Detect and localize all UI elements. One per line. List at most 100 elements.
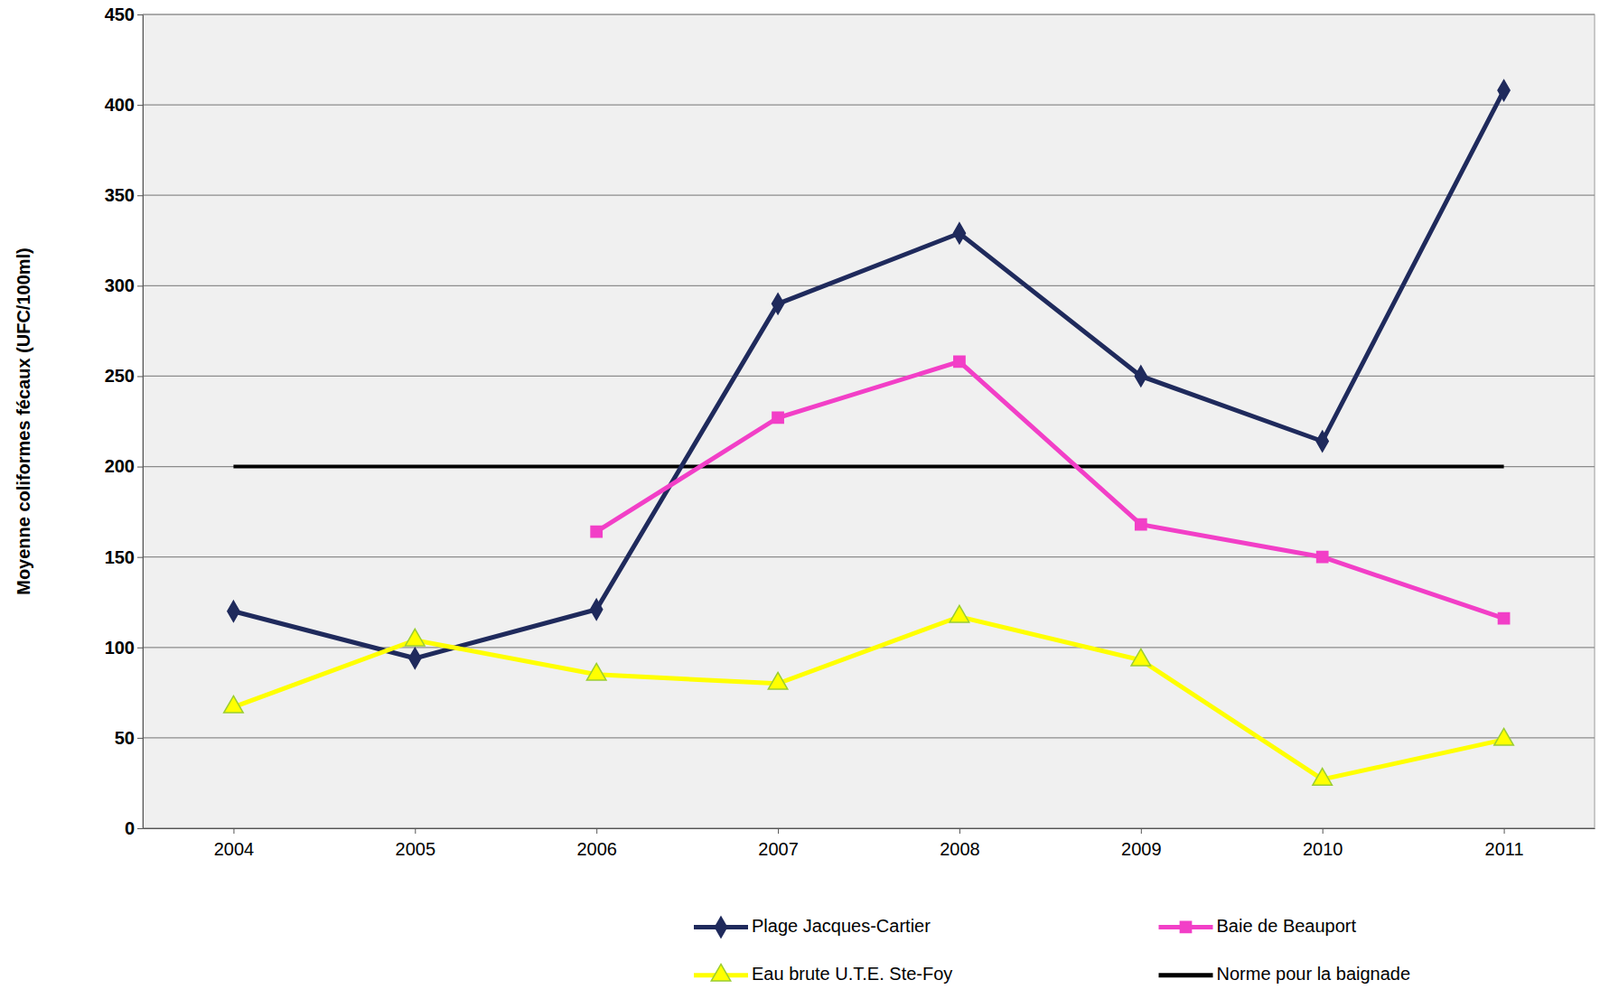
tick-mark: [137, 557, 143, 559]
tick-label: 50: [114, 728, 135, 749]
marker: [1494, 728, 1514, 746]
marker: [1497, 80, 1510, 102]
tick-mark: [959, 828, 961, 834]
tick: 50: [114, 728, 143, 749]
y-axis-title: Moyenne coliformes fécaux (UFC/100ml): [13, 247, 34, 596]
series-line: [233, 90, 1504, 659]
marker: [590, 526, 602, 538]
tick-mark: [1504, 828, 1506, 834]
tick-mark: [137, 738, 143, 740]
tick-mark: [137, 828, 143, 830]
tick: 2004: [214, 828, 255, 860]
plot-area: [142, 14, 1595, 829]
marker: [1135, 519, 1147, 531]
tick-mark: [777, 828, 779, 834]
legend-marker: [711, 963, 730, 982]
axis-line: [143, 828, 1596, 830]
marker: [1316, 430, 1329, 452]
tick-mark: [137, 104, 143, 106]
legend-marker: [1179, 921, 1191, 933]
legend-box: [670, 898, 1593, 1003]
legend-label: Norme pour la baignade: [1216, 963, 1412, 984]
tick: 2005: [395, 828, 437, 860]
tick-mark: [137, 285, 143, 287]
tick-label: 450: [104, 4, 135, 25]
tick-label: 2011: [1485, 839, 1525, 860]
marker: [771, 293, 784, 315]
legend: Plage Jacques-Cartier Baie de Beauport Eau…: [670, 898, 1593, 1003]
x-axis: 2004 2005 2006 2007 2008 2009 2010 2011: [143, 828, 1596, 860]
grid-line: [142, 285, 1595, 287]
tick-label: 2004: [214, 839, 255, 860]
tick: 150: [104, 547, 143, 568]
legend-line: [1159, 973, 1214, 978]
tick-mark: [137, 375, 143, 377]
tick-label: 2009: [1121, 839, 1162, 860]
tick-label: 100: [104, 637, 135, 658]
plot-marks: [224, 80, 1515, 786]
tick-mark: [1141, 828, 1142, 834]
marker: [224, 695, 244, 713]
marker: [405, 628, 425, 646]
grid-line: [142, 466, 1595, 468]
legend-item: Baie de Beauport: [1159, 916, 1357, 936]
tick: 0: [124, 818, 143, 839]
marker: [590, 598, 603, 620]
tick: 450: [104, 4, 143, 25]
marker: [1131, 648, 1151, 666]
tick-mark: [137, 647, 143, 649]
series-line: [233, 465, 1504, 469]
marker: [409, 647, 422, 669]
tick-label: 0: [124, 818, 135, 839]
legend-label: Plage Jacques-Cartier: [751, 916, 931, 936]
tick: 100: [104, 637, 143, 658]
legend-item: Norme pour la baignade: [1159, 963, 1412, 984]
tick-label: 2010: [1302, 839, 1344, 860]
tick-mark: [137, 195, 143, 197]
marker: [1497, 613, 1509, 625]
marker: [1312, 768, 1332, 786]
tick-label: 400: [104, 94, 135, 115]
tick: 2011: [1485, 828, 1525, 860]
marker: [953, 223, 965, 244]
tick: 200: [104, 456, 143, 477]
y-axis: 0 50 100 150 200 250 300 350 400 450: [104, 4, 144, 839]
chart: 0501001502002503003504004502004200520062…: [0, 0, 1600, 1008]
marker: [767, 672, 787, 690]
tick-label: 2008: [939, 839, 981, 860]
tick: 250: [104, 365, 143, 386]
legend-item: Plage Jacques-Cartier: [693, 916, 931, 938]
tick-mark: [414, 828, 416, 834]
series-line: [233, 617, 1504, 780]
tick-mark: [137, 14, 143, 16]
marker: [1134, 365, 1147, 387]
tick: 400: [104, 94, 143, 115]
tick-label: 350: [104, 185, 135, 206]
marker: [586, 663, 606, 681]
tick-mark: [596, 828, 598, 834]
marker: [954, 355, 965, 367]
tick: 2008: [939, 828, 981, 860]
grid-line: [142, 375, 1595, 377]
marker: [227, 600, 240, 622]
tick-mark: [137, 467, 143, 468]
tick: 350: [104, 185, 143, 206]
legend-item: Eau brute U.T.E. Ste-Foy: [693, 963, 953, 984]
tick-label: 300: [104, 275, 135, 296]
grid-line: [142, 195, 1595, 197]
axis-line: [142, 15, 144, 830]
marker: [772, 411, 784, 423]
tick-mark: [233, 828, 234, 834]
grid-line: [142, 827, 1595, 829]
tick-label: 200: [104, 456, 135, 477]
legend-label: Baie de Beauport: [1216, 916, 1357, 936]
series-line: [596, 361, 1504, 618]
tick-label: 150: [104, 547, 135, 568]
marker: [1317, 552, 1329, 563]
grid: [142, 14, 1595, 829]
tick: 2006: [576, 828, 618, 860]
grid-line: [142, 13, 1595, 15]
grid-line: [142, 556, 1595, 558]
legend-label: Eau brute U.T.E. Ste-Foy: [751, 963, 953, 984]
tick: 2007: [757, 828, 799, 860]
